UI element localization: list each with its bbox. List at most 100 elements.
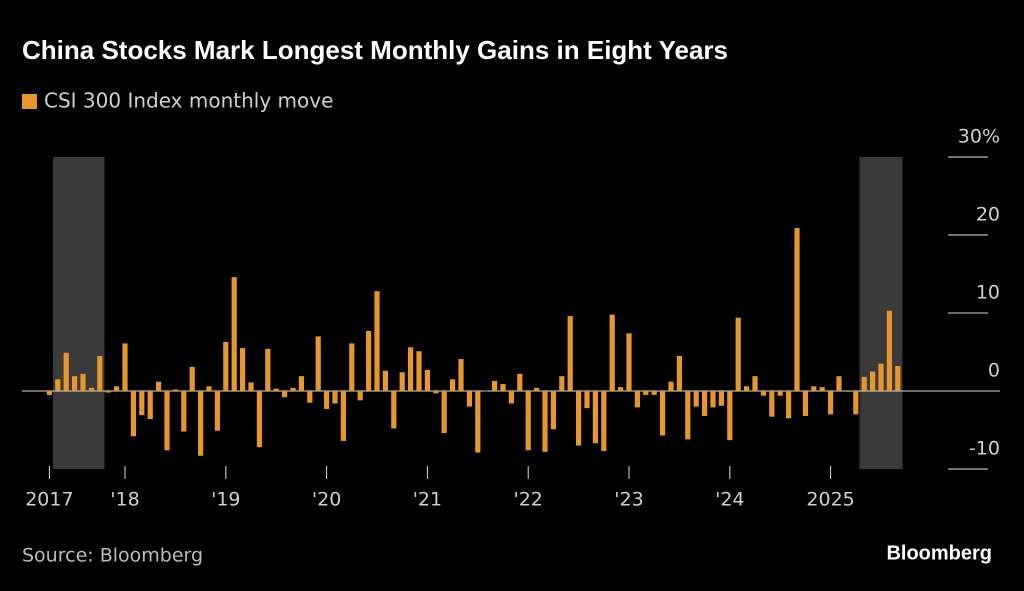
bar: [433, 391, 439, 394]
bar: [685, 391, 691, 440]
bar: [660, 391, 666, 436]
bar: [802, 391, 808, 416]
bar: [878, 363, 884, 391]
bar: [46, 391, 52, 395]
highlight-band: [53, 157, 105, 469]
bar: [786, 391, 792, 419]
bar: [282, 391, 288, 398]
bar: [735, 317, 741, 391]
bar: [248, 382, 254, 391]
bar: [181, 391, 187, 432]
x-tick-label: 2017: [25, 489, 73, 511]
bar: [416, 351, 422, 391]
x-tick-label: '24: [715, 489, 744, 511]
bar: [886, 310, 892, 391]
bar: [366, 330, 372, 391]
bar: [399, 372, 405, 391]
bar: [861, 376, 867, 391]
bar: [391, 391, 397, 429]
bar: [592, 391, 598, 444]
bar: [458, 359, 464, 391]
bar: [198, 391, 204, 456]
bar: [744, 386, 750, 391]
source: Source: Bloomberg: [22, 545, 203, 567]
bar: [105, 391, 111, 393]
bar: [298, 376, 304, 391]
bar: [114, 386, 120, 391]
highlight-band: [859, 157, 903, 469]
bar: [626, 333, 632, 391]
x-tick-label: '20: [312, 489, 341, 511]
bar: [836, 376, 842, 391]
bar: [601, 391, 607, 452]
bar: [273, 388, 279, 391]
bar: [668, 381, 674, 391]
bar: [710, 391, 716, 408]
bar: [584, 391, 590, 409]
bar: [223, 341, 229, 391]
bar: [80, 373, 86, 391]
bar: [164, 391, 170, 451]
bar: [651, 391, 657, 395]
bar: [172, 389, 178, 391]
bar: [424, 369, 430, 391]
bar: [122, 343, 128, 391]
bar: [576, 391, 582, 446]
bar: [895, 366, 901, 391]
bar: [450, 379, 456, 391]
bar: [214, 391, 220, 431]
bar: [382, 370, 388, 391]
legend-swatch: [22, 94, 37, 109]
bar: [819, 387, 825, 391]
x-tick-label: '19: [211, 489, 240, 511]
bar: [525, 391, 531, 451]
y-tick-label: 10: [976, 282, 1000, 304]
bar: [156, 381, 162, 391]
bar: [777, 391, 783, 396]
x-tick-label: 2025: [806, 489, 854, 511]
bar: [189, 366, 195, 391]
bar: [374, 291, 380, 391]
bar: [609, 314, 615, 391]
bar: [130, 391, 136, 437]
bar: [828, 391, 834, 415]
bar: [676, 355, 682, 391]
bar: [408, 347, 414, 391]
bar: [567, 316, 573, 391]
y-tick-label: 0: [988, 360, 1000, 382]
bar: [693, 391, 699, 407]
bar: [466, 391, 472, 407]
y-tick-label: 30%: [958, 126, 1000, 148]
legend-label: CSI 300 Index monthly move: [44, 89, 333, 113]
bar: [307, 391, 313, 403]
bar: [760, 391, 766, 396]
bar: [752, 376, 758, 391]
bar: [231, 277, 237, 391]
bar: [63, 352, 69, 391]
brand-logo: Bloomberg: [886, 542, 992, 564]
bar: [508, 391, 514, 404]
bar: [769, 391, 775, 417]
bar: [534, 387, 540, 391]
bar: [618, 387, 624, 391]
bar: [441, 391, 447, 434]
bar: [811, 386, 817, 391]
y-tick-label: 20: [976, 204, 1000, 226]
bar: [634, 391, 640, 408]
bar: [727, 391, 733, 441]
bar: [794, 227, 800, 391]
bar: [265, 348, 271, 391]
bar: [853, 391, 859, 415]
chart-title: China Stocks Mark Longest Monthly Gains …: [22, 35, 728, 65]
bar: [97, 355, 103, 391]
bar: [500, 383, 506, 391]
bar: [349, 343, 355, 391]
y-tick-label: -10: [969, 438, 1000, 460]
bar: [550, 391, 556, 430]
bar: [483, 391, 489, 392]
x-tick-label: '18: [110, 489, 139, 511]
bar: [88, 387, 94, 391]
bar: [240, 348, 246, 391]
bar: [844, 391, 850, 392]
